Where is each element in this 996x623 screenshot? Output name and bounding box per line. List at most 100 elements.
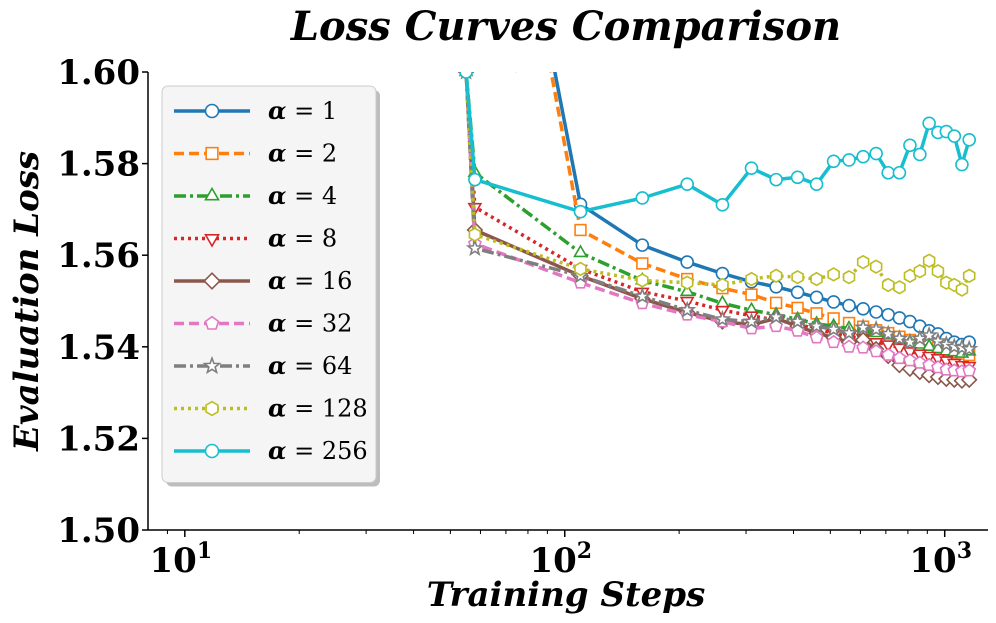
series-alpha-256 [459, 72, 976, 219]
data-point [827, 267, 840, 282]
legend-equals: = [286, 395, 321, 423]
data-point [962, 363, 977, 377]
data-point [893, 280, 906, 295]
x-tick-label: 102 [529, 538, 592, 581]
data-point [900, 332, 920, 350]
series-line [464, 72, 971, 214]
legend-entry: α = 128 [174, 394, 368, 423]
legend-marker [204, 186, 220, 201]
legend-entry: α = 256 [174, 436, 368, 465]
data-point [824, 319, 843, 338]
data-point [856, 340, 871, 354]
data-point [869, 344, 884, 358]
y-tick-label: 1.52 [57, 419, 140, 459]
y-ticks: 1.50 1.52 1.54 1.56 1.58 1.60 [57, 53, 148, 551]
series-alpha-128 [459, 72, 976, 297]
data-point [922, 253, 936, 268]
legend-marker [203, 272, 221, 290]
data-point [826, 154, 841, 169]
data-point [769, 268, 783, 284]
data-point [931, 263, 945, 279]
data-point [903, 138, 917, 153]
data-point [788, 312, 807, 330]
y-tick-label: 1.54 [57, 328, 140, 368]
data-point [902, 353, 917, 367]
x-tick-base: 10 [529, 541, 576, 581]
legend-entry: α = 8 [174, 224, 337, 253]
data-point [962, 132, 976, 147]
data-point [807, 316, 826, 334]
chart-title: Loss Curves Comparison [290, 3, 841, 50]
data-point [715, 266, 730, 281]
data-point [574, 261, 587, 277]
data-point [767, 307, 786, 325]
data-point [635, 238, 650, 252]
data-point [573, 244, 588, 258]
data-point [842, 298, 856, 313]
legend-entry: α = 4 [174, 181, 337, 210]
data-point [468, 172, 482, 187]
data-point [715, 198, 730, 212]
legend-label: α = 128 [268, 394, 368, 423]
x-tick-base: 10 [150, 541, 197, 581]
legend-label: α = 1 [268, 96, 337, 125]
x-tick-label: 103 [909, 538, 972, 581]
legend-value: 128 [322, 395, 368, 423]
legend-entry: α = 32 [174, 309, 352, 338]
data-point [636, 257, 649, 270]
data-point [840, 323, 859, 341]
legend-equals: = [286, 352, 321, 380]
legend-value: 2 [322, 140, 337, 168]
data-point [713, 309, 732, 327]
data-point [921, 338, 937, 352]
y-tick-label: 1.50 [57, 511, 140, 551]
data-point [636, 273, 649, 288]
data-point [769, 172, 783, 187]
data-point [810, 271, 823, 287]
data-point [716, 277, 729, 293]
data-point [680, 177, 694, 192]
data-point [960, 339, 979, 357]
data-point [842, 153, 856, 167]
data-point [892, 165, 907, 180]
data-point [678, 300, 697, 318]
data-point [892, 343, 907, 357]
y-tick-label: 1.56 [57, 236, 140, 276]
data-point [809, 330, 824, 344]
legend-alpha-symbol: α [268, 266, 286, 295]
legend-marker [204, 103, 220, 119]
data-point [459, 72, 473, 79]
legend-label: α = 16 [268, 266, 352, 295]
legend-label: α = 4 [268, 181, 337, 210]
legend: α = 1 α = 2 α = 4 α = 8 α = 16 α = 32 α = 64 α … [161, 85, 380, 487]
data-point [742, 312, 761, 330]
data-point [881, 307, 895, 322]
legend-value: 16 [322, 267, 353, 295]
data-point [842, 269, 856, 285]
y-tick-label: 1.60 [57, 53, 140, 93]
data-point [869, 305, 883, 319]
data-point [930, 340, 946, 354]
x-axis-label: Training Steps [427, 575, 705, 615]
legend-alpha-symbol: α [268, 181, 286, 210]
data-point [809, 290, 824, 305]
data-point [842, 339, 856, 353]
data-point [826, 334, 841, 349]
legend-value: 64 [322, 352, 353, 380]
legend-marker [202, 355, 222, 375]
legend-equals: = [286, 182, 321, 210]
legend-label: α = 32 [268, 309, 352, 338]
x-tick-label: 101 [150, 538, 213, 581]
plot-area: 1.501.521.541.561.581.60 101 102 103 [57, 53, 988, 581]
data-point [869, 259, 883, 274]
legend-entry: α = 2 [174, 139, 337, 168]
data-point [922, 116, 936, 131]
legend-value: 1 [322, 97, 337, 125]
data-point [635, 191, 650, 205]
data-point [809, 177, 824, 192]
data-point [745, 271, 758, 287]
data-point [790, 170, 805, 185]
legend-label: α = 256 [268, 436, 368, 465]
series-line [464, 72, 970, 374]
data-point [791, 269, 804, 285]
